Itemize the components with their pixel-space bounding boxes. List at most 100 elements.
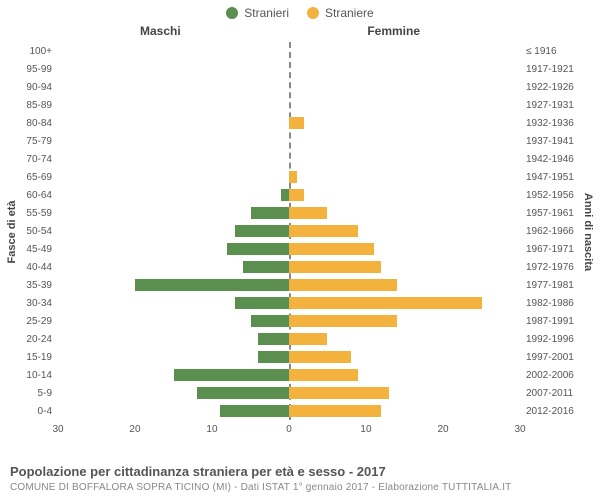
bar-male xyxy=(251,315,289,328)
column-title-right: Femmine xyxy=(367,24,420,38)
bar-female xyxy=(289,387,389,400)
x-tick: 0 xyxy=(286,424,292,435)
footer-title: Popolazione per cittadinanza straniera p… xyxy=(10,464,590,481)
bar-female xyxy=(289,225,358,238)
birth-year-label: 1932-1936 xyxy=(520,118,574,129)
axis-title-right: Anni di nascita xyxy=(582,193,594,271)
chart-row: 20-241992-1996 xyxy=(58,330,520,348)
chart-row: 60-641952-1956 xyxy=(58,186,520,204)
chart-row: 95-991917-1921 xyxy=(58,60,520,78)
bar-female xyxy=(289,261,381,274)
birth-year-label: 1982-1986 xyxy=(520,298,574,309)
bar-female xyxy=(289,333,327,346)
chart-row: 70-741942-1946 xyxy=(58,150,520,168)
bar-female xyxy=(289,243,374,256)
chart-row: 100+≤ 1916 xyxy=(58,42,520,60)
x-tick: 10 xyxy=(206,424,217,435)
bar-female xyxy=(289,297,482,310)
legend: Stranieri Straniere xyxy=(0,0,600,22)
chart-row: 10-142002-2006 xyxy=(58,366,520,384)
birth-year-label: 1972-1976 xyxy=(520,262,574,273)
bar-male xyxy=(258,351,289,364)
age-label: 80-84 xyxy=(26,118,58,129)
bar-male xyxy=(135,279,289,292)
age-label: 25-29 xyxy=(26,316,58,327)
chart-row: 75-791937-1941 xyxy=(58,132,520,150)
birth-year-label: 2012-2016 xyxy=(520,406,574,417)
bar-female xyxy=(289,369,358,382)
chart-row: 55-591957-1961 xyxy=(58,204,520,222)
age-label: 65-69 xyxy=(26,172,58,183)
chart-row: 0-42012-2016 xyxy=(58,402,520,420)
birth-year-label: 1922-1926 xyxy=(520,82,574,93)
bar-female xyxy=(289,405,381,418)
birth-year-label: 1992-1996 xyxy=(520,334,574,345)
age-label: 35-39 xyxy=(26,280,58,291)
legend-item-male: Stranieri xyxy=(226,6,289,20)
age-label: 100+ xyxy=(29,46,58,57)
legend-swatch-male xyxy=(226,7,238,19)
chart-row: 50-541962-1966 xyxy=(58,222,520,240)
age-label: 75-79 xyxy=(26,136,58,147)
birth-year-label: 1937-1941 xyxy=(520,136,574,147)
age-label: 15-19 xyxy=(26,352,58,363)
birth-year-label: 1987-1991 xyxy=(520,316,574,327)
age-label: 90-94 xyxy=(26,82,58,93)
legend-label-female: Straniere xyxy=(325,6,374,20)
chart-row: 5-92007-2011 xyxy=(58,384,520,402)
plot-area: 100+≤ 191695-991917-192190-941922-192685… xyxy=(58,42,520,420)
bar-male xyxy=(235,225,289,238)
bar-female xyxy=(289,315,397,328)
column-title-left: Maschi xyxy=(140,24,181,38)
birth-year-label: 1942-1946 xyxy=(520,154,574,165)
age-label: 70-74 xyxy=(26,154,58,165)
age-label: 55-59 xyxy=(26,208,58,219)
bar-male xyxy=(281,189,289,202)
birth-year-label: 1997-2001 xyxy=(520,352,574,363)
chart-row: 45-491967-1971 xyxy=(58,240,520,258)
chart-row: 25-291987-1991 xyxy=(58,312,520,330)
age-label: 45-49 xyxy=(26,244,58,255)
age-label: 50-54 xyxy=(26,226,58,237)
birth-year-label: 1927-1931 xyxy=(520,100,574,111)
chart-row: 40-441972-1976 xyxy=(58,258,520,276)
birth-year-label: ≤ 1916 xyxy=(520,46,557,57)
birth-year-label: 1967-1971 xyxy=(520,244,574,255)
bar-female xyxy=(289,279,397,292)
axis-title-left: Fasce di età xyxy=(6,201,18,264)
bar-female xyxy=(289,207,327,220)
legend-swatch-female xyxy=(307,7,319,19)
age-label: 30-34 xyxy=(26,298,58,309)
age-label: 10-14 xyxy=(26,370,58,381)
footer: Popolazione per cittadinanza straniera p… xyxy=(10,464,590,494)
x-tick: 20 xyxy=(129,424,140,435)
footer-subtitle: COMUNE DI BOFFALORA SOPRA TICINO (MI) - … xyxy=(10,481,590,494)
age-label: 0-4 xyxy=(38,406,58,417)
bar-female xyxy=(289,189,304,202)
x-tick: 30 xyxy=(52,424,63,435)
chart-row: 35-391977-1981 xyxy=(58,276,520,294)
age-label: 60-64 xyxy=(26,190,58,201)
birth-year-label: 1947-1951 xyxy=(520,172,574,183)
bar-male xyxy=(174,369,290,382)
birth-year-label: 2002-2006 xyxy=(520,370,574,381)
legend-label-male: Stranieri xyxy=(244,6,289,20)
chart-row: 85-891927-1931 xyxy=(58,96,520,114)
bar-male xyxy=(197,387,289,400)
birth-year-label: 1962-1966 xyxy=(520,226,574,237)
birth-year-label: 1977-1981 xyxy=(520,280,574,291)
chart-row: 15-191997-2001 xyxy=(58,348,520,366)
rows-container: 100+≤ 191695-991917-192190-941922-192685… xyxy=(58,42,520,420)
age-label: 85-89 xyxy=(26,100,58,111)
chart-row: 90-941922-1926 xyxy=(58,78,520,96)
bar-female xyxy=(289,351,351,364)
age-label: 95-99 xyxy=(26,64,58,75)
bar-male xyxy=(243,261,289,274)
bar-female xyxy=(289,117,304,130)
chart: Maschi Femmine Fasce di età Anni di nasc… xyxy=(10,22,590,442)
bar-male xyxy=(235,297,289,310)
bar-female xyxy=(289,171,297,184)
age-label: 20-24 xyxy=(26,334,58,345)
birth-year-label: 1952-1956 xyxy=(520,190,574,201)
legend-item-female: Straniere xyxy=(307,6,374,20)
